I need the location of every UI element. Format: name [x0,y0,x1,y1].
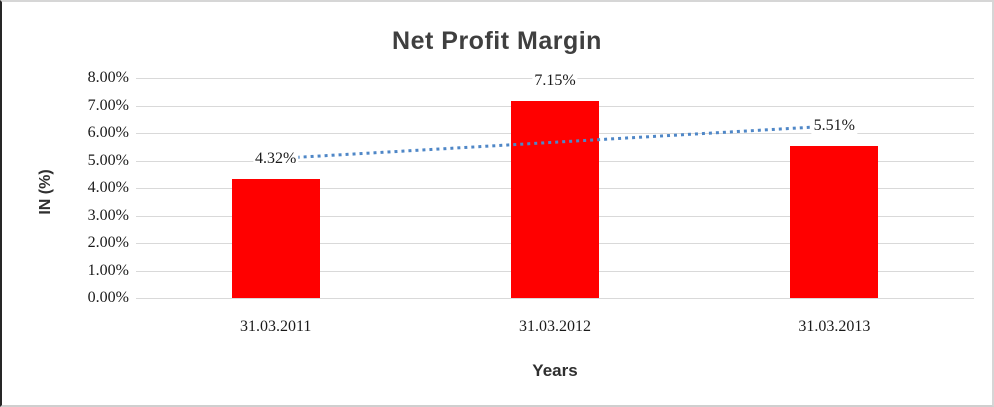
x-axis-tick-labels: 31.03.2011 31.03.2012 31.03.2013 [136,318,974,340]
x-axis-tick-label: 31.03.2013 [798,318,871,335]
x-axis-tick-label: 31.03.2011 [239,318,312,335]
y-axis-tick-label: 3.00% [87,206,129,224]
data-label: 4.32% [252,149,299,169]
gridline [136,298,974,299]
y-axis-tick-label: 7.00% [87,96,129,114]
bar-31.03.2013 [790,146,879,298]
y-axis-tick-label: 5.00% [87,151,129,169]
bar-31.03.2011 [231,179,320,298]
bar-31.03.2012 [511,101,599,298]
y-axis-tick-label: 4.00% [87,179,129,196]
x-axis-tick-label: 31.03.2012 [519,318,591,335]
y-axis-tick-label: 2.00% [87,234,129,251]
y-axis-tick-label: 8.00% [87,69,129,86]
chart-title: Net Profit Margin [392,27,602,55]
y-axis-tick-label: 1.00% [87,261,129,279]
y-axis-tick-label: 0.00% [87,289,129,306]
trendline [275,124,835,161]
x-axis-title: Years [532,361,578,380]
plot-area: 4.32% 7.15% 5.51% [136,71,974,299]
y-axis-tick-label: 6.00% [87,124,129,141]
data-label: 5.51% [811,116,857,136]
data-label: 7.15% [532,71,578,91]
y-axis-tick-labels: 0.00% 1.00% 2.00% 3.00% 4.00% 5.00% 6.00% 7.00%… [2,69,129,306]
